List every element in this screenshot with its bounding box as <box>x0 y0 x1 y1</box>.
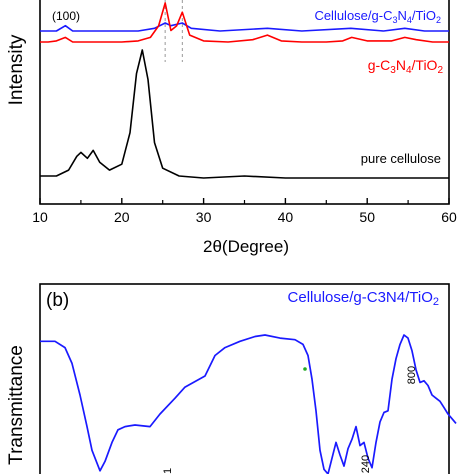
legend-b-sub3: 2 <box>437 65 443 76</box>
xrd-y-axis-label: Intensity <box>6 34 27 105</box>
ftir-y-axis-label: Transmittance <box>6 345 27 465</box>
ftir-series-0 <box>40 334 457 474</box>
panel-label-b: (b) <box>46 290 69 311</box>
legend-b-base: g-C <box>368 57 391 73</box>
legend-a-sub2: 4 <box>407 15 412 25</box>
legend-pb-tail: /TiO <box>405 289 433 306</box>
legend-cellulose-g-c3n4-tio2: Cellulose/g-C3N4/TiO2 <box>314 8 441 25</box>
peak-label-100: (100) <box>52 9 80 23</box>
peak-label-800: 800 <box>406 366 418 384</box>
legend-pb-n: N <box>386 289 397 306</box>
xrd-series-1 <box>40 2 449 43</box>
legend-pb-4: 4 <box>397 289 405 306</box>
marker-dot <box>303 367 307 371</box>
ftir-legend-cellulose-g-c3n4-tio2: Cellulose/g-C3N4/TiO2 <box>288 289 439 308</box>
legend-a-mid: N <box>398 8 407 23</box>
xrd-x-tick-label-60: 60 <box>441 209 457 225</box>
ftir-series-group <box>40 334 457 474</box>
legend-pb-sub3: 2 <box>433 296 439 308</box>
reference-dashed-lines <box>164 0 183 62</box>
xrd-series-group <box>40 2 449 179</box>
legend-a-tail: /TiO <box>412 8 436 23</box>
legend-b-sub2: 4 <box>406 65 412 76</box>
xrd-x-ticks: 10 20 30 40 50 60 <box>32 198 457 225</box>
ftir-panel: (b) Cellulose/g-C3N4/TiO2 Transmittance … <box>6 283 457 474</box>
xrd-x-tick-label-40: 40 <box>278 209 294 225</box>
xrd-x-tick-label-30: 30 <box>196 209 212 225</box>
legend-b-tail: /TiO <box>412 57 438 73</box>
legend-pure-cellulose: pure cellulose <box>361 151 441 166</box>
xrd-x-tick-label-20: 20 <box>114 209 130 225</box>
legend-pb-3: 3 <box>378 289 386 306</box>
ftir-plot-frame <box>39 283 450 474</box>
peak-label-01: 01 <box>162 468 174 474</box>
xrd-series-0 <box>40 22 449 32</box>
xrd-x-tick-label-50: 50 <box>359 209 375 225</box>
xrd-series-2 <box>40 49 449 179</box>
legend-b-sub1: 3 <box>390 65 396 76</box>
legend-b-mid: N <box>396 57 406 73</box>
xrd-panel: 10 20 30 40 50 60 Intensity 2θ(Degree) (100) … <box>6 0 457 256</box>
legend-pb-base: Cellulose/g-C <box>288 289 378 306</box>
xrd-x-axis-label: 2θ(Degree) <box>203 237 289 256</box>
peak-label-240: 240 <box>360 455 372 473</box>
legend-a-sub3: 2 <box>436 15 441 25</box>
xrd-x-tick-label-10: 10 <box>32 209 48 225</box>
legend-a-sub1: 3 <box>392 15 397 25</box>
legend-a-base: Cellulose/g-C <box>314 8 392 23</box>
legend-g-c3n4-tio2: g-C3N4/TiO2 <box>368 57 444 76</box>
